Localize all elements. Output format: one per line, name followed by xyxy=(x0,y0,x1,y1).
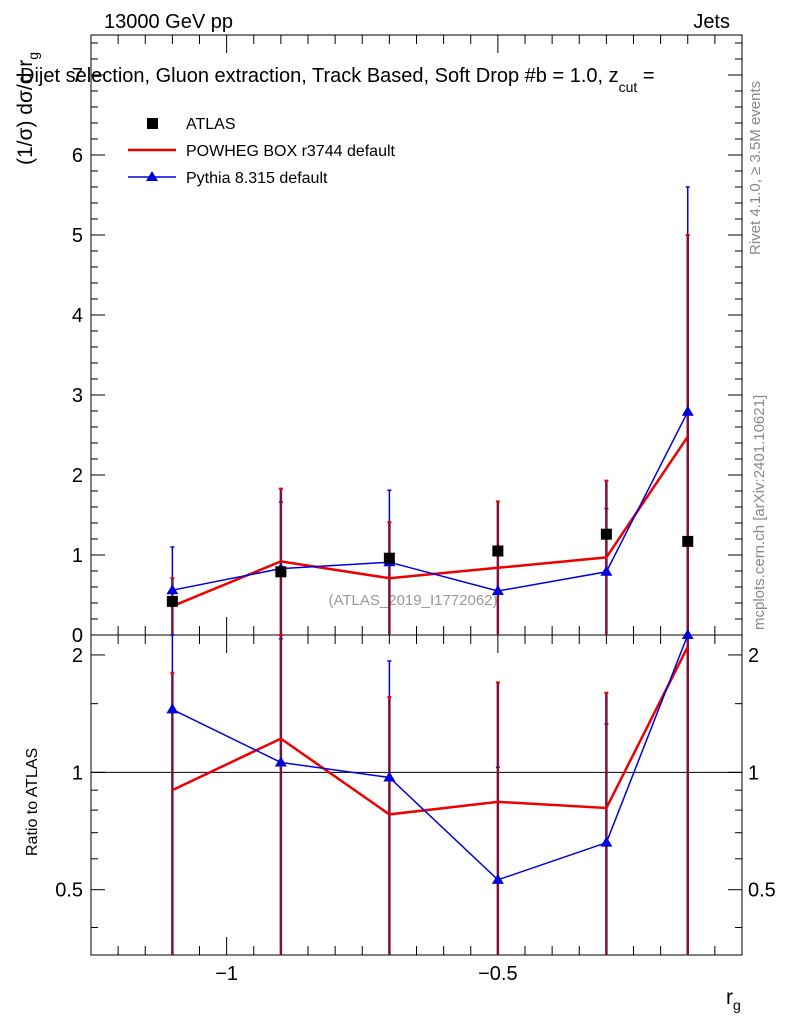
pythia-line xyxy=(172,411,689,592)
ratio-xlabel: rg xyxy=(726,986,741,1013)
ratio-pythia-marker xyxy=(274,756,287,767)
main-y-tick-label: 1 xyxy=(72,545,83,567)
legend-pythia-marker xyxy=(146,171,158,181)
main-y-tick-label: 3 xyxy=(72,385,83,407)
pythia-marker xyxy=(491,585,504,595)
main-y-tick-label: 7 xyxy=(72,65,83,87)
main-y-tick-label: 2 xyxy=(72,465,83,487)
ratio-y-tick-label-right: 0.5 xyxy=(748,880,776,902)
ratio-pythia-marker xyxy=(383,771,396,782)
ratio-ylabel: Ratio to ATLAS xyxy=(24,748,41,856)
main-ylabel-sub: g xyxy=(25,52,41,60)
powheg-line xyxy=(171,435,689,608)
legend-pythia-label: Pythia 8.315 default xyxy=(186,170,328,187)
pythia-marker xyxy=(166,584,179,595)
ratio-pythia-line xyxy=(172,634,689,881)
ratio-y-tick-label-right: 2 xyxy=(748,645,759,667)
ratio-pythia-marker xyxy=(491,873,504,884)
legend-atlas-label: ATLAS xyxy=(186,116,236,133)
atlas-point xyxy=(275,566,287,578)
ratio-x-tick-label: −1 xyxy=(215,963,238,985)
header-jets: Jets xyxy=(693,11,730,33)
mcplots-label: mcplots.cern.ch [arXiv:2401.10621] xyxy=(751,395,768,630)
ratio-y-tick-label: 2 xyxy=(72,645,83,667)
legend-atlas-marker xyxy=(147,118,158,129)
ratio-pythia-marker xyxy=(600,836,613,847)
selection-main: Dijet selection, Gluon extraction, Track… xyxy=(20,65,619,87)
atlas-point xyxy=(682,535,694,547)
ratio-plot-marks xyxy=(166,629,694,955)
ratio-x-tick-label: −0.5 xyxy=(478,963,517,985)
ratio-y-tick-label: 1 xyxy=(72,762,83,784)
legend: ATLAS POWHEG BOX r3744 default Pythia 8.… xyxy=(128,116,396,187)
main-y-tick-label: 0 xyxy=(72,625,83,647)
main-y-tick-label: 4 xyxy=(72,305,83,327)
ratio-xlabel-text: r xyxy=(726,986,733,1009)
atlas-point xyxy=(492,545,504,557)
selection-tail: = xyxy=(637,65,654,87)
atlas-point xyxy=(383,552,395,564)
header-energy: 13000 GeV pp xyxy=(104,11,233,33)
main-ylabel: (1/σ) dσ/d rg xyxy=(14,52,41,165)
ratio-pythia-marker xyxy=(166,703,179,714)
analysis-watermark: (ATLAS_2019_I1772062) xyxy=(328,592,497,609)
main-ylabel-text: (1/σ) dσ/d r xyxy=(14,60,37,165)
selection-label: Dijet selection, Gluon extraction, Track… xyxy=(20,65,655,95)
pythia-marker xyxy=(681,405,694,416)
selection-sub: cut xyxy=(619,79,638,95)
main-plot-marks xyxy=(166,186,694,635)
atlas-point xyxy=(600,528,612,540)
main-y-tick-label: 5 xyxy=(72,225,83,247)
ratio-y-tick-label-right: 1 xyxy=(748,762,759,784)
atlas-point xyxy=(166,595,178,607)
ratio-y-tick-label: 0.5 xyxy=(55,880,83,902)
ratio-xlabel-sub: g xyxy=(733,997,741,1013)
legend-powheg-label: POWHEG BOX r3744 default xyxy=(186,143,396,160)
ratio-pythia-marker xyxy=(681,629,694,639)
ratio-powheg-line xyxy=(171,646,689,816)
ratio-plot-frame xyxy=(90,634,743,956)
rivet-label: Rivet 4.1.0, ≥ 3.5M events xyxy=(747,81,764,255)
main-y-tick-label: 6 xyxy=(72,145,83,167)
pythia-marker xyxy=(600,565,613,576)
